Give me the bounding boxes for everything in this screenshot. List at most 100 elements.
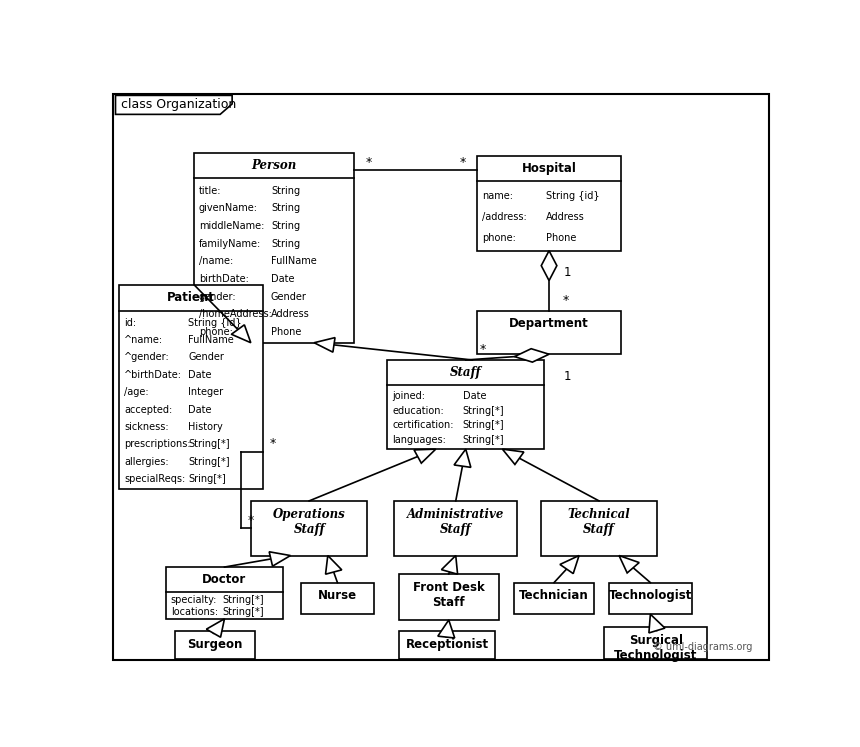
- Bar: [251, 501, 367, 556]
- Text: gender:: gender:: [199, 292, 236, 302]
- Text: Date: Date: [271, 274, 294, 284]
- Polygon shape: [314, 338, 335, 352]
- Polygon shape: [454, 449, 470, 468]
- Text: givenName:: givenName:: [199, 203, 258, 214]
- Bar: [301, 583, 374, 614]
- Text: Surgical
Technologist: Surgical Technologist: [614, 634, 697, 662]
- Text: Phone: Phone: [546, 233, 576, 243]
- Bar: [175, 631, 255, 659]
- Text: String[*]: String[*]: [463, 406, 504, 415]
- Text: Person: Person: [251, 159, 297, 172]
- Text: phone:: phone:: [482, 233, 516, 243]
- Text: prescriptions:: prescriptions:: [124, 439, 191, 449]
- Text: FullName: FullName: [271, 256, 316, 267]
- Text: Gender: Gender: [271, 292, 307, 302]
- Text: Front Desk
Staff: Front Desk Staff: [413, 580, 485, 609]
- Text: *: *: [562, 294, 568, 307]
- Text: *: *: [366, 156, 372, 169]
- Text: education:: education:: [392, 406, 444, 415]
- Text: String[*]: String[*]: [222, 595, 264, 605]
- Polygon shape: [541, 251, 557, 281]
- Text: Gender: Gender: [188, 353, 224, 362]
- Text: middleName:: middleName:: [199, 221, 264, 231]
- Text: Administrative
Staff: Administrative Staff: [407, 508, 505, 536]
- Text: Integer: Integer: [188, 387, 224, 397]
- Text: phone:: phone:: [199, 327, 233, 337]
- Text: specialty:: specialty:: [171, 595, 218, 605]
- Text: String[*]: String[*]: [463, 421, 504, 430]
- Polygon shape: [619, 556, 639, 573]
- Text: /age:: /age:: [124, 387, 149, 397]
- Text: 1: 1: [564, 266, 571, 279]
- Text: *: *: [479, 343, 486, 356]
- Text: String[*]: String[*]: [463, 436, 504, 445]
- Text: Phone: Phone: [271, 327, 301, 337]
- Text: joined:: joined:: [392, 391, 425, 400]
- Text: /homeAddress:: /homeAddress:: [199, 309, 272, 320]
- Text: certification:: certification:: [392, 421, 453, 430]
- Bar: [120, 285, 263, 489]
- Text: specialReqs:: specialReqs:: [124, 474, 186, 484]
- Text: Staff: Staff: [450, 366, 482, 379]
- Text: History: History: [188, 422, 223, 432]
- Polygon shape: [115, 96, 232, 114]
- Text: ^name:: ^name:: [124, 335, 163, 345]
- Text: languages:: languages:: [392, 436, 446, 445]
- Bar: [541, 501, 657, 556]
- Polygon shape: [649, 614, 665, 633]
- Bar: [399, 574, 499, 620]
- Polygon shape: [441, 556, 458, 574]
- Text: © uml-diagrams.org: © uml-diagrams.org: [654, 642, 752, 652]
- Text: Hospital: Hospital: [522, 162, 576, 175]
- Text: Operations
Staff: Operations Staff: [273, 508, 346, 536]
- Bar: [399, 631, 495, 659]
- Polygon shape: [514, 349, 549, 362]
- Text: class Organization: class Organization: [120, 99, 236, 111]
- Text: /address:: /address:: [482, 212, 527, 222]
- Text: Technologist: Technologist: [609, 589, 692, 602]
- Bar: [166, 567, 283, 619]
- Text: Technical
Staff: Technical Staff: [568, 508, 630, 536]
- Text: Nurse: Nurse: [318, 589, 357, 602]
- Text: String[*]: String[*]: [188, 439, 230, 449]
- Bar: [394, 501, 518, 556]
- Polygon shape: [231, 325, 251, 343]
- Text: familyName:: familyName:: [199, 239, 261, 249]
- Text: Date: Date: [188, 405, 212, 415]
- Text: Department: Department: [509, 317, 589, 330]
- Polygon shape: [438, 620, 455, 638]
- Text: 1: 1: [564, 370, 571, 382]
- Text: Date: Date: [188, 370, 212, 379]
- Bar: [194, 153, 354, 343]
- Bar: [477, 156, 621, 251]
- Text: id:: id:: [124, 317, 136, 328]
- Text: *: *: [248, 514, 254, 527]
- Bar: [514, 583, 594, 614]
- Text: String: String: [271, 221, 300, 231]
- Text: *: *: [270, 438, 276, 450]
- Polygon shape: [326, 556, 341, 574]
- Polygon shape: [414, 449, 436, 463]
- Polygon shape: [502, 449, 524, 465]
- Bar: [604, 627, 707, 659]
- Bar: [477, 311, 621, 354]
- Text: title:: title:: [199, 185, 221, 196]
- Bar: [387, 360, 544, 449]
- Text: FullName: FullName: [188, 335, 234, 345]
- Text: name:: name:: [482, 190, 513, 201]
- Text: String: String: [271, 185, 300, 196]
- Text: Technician: Technician: [519, 589, 589, 602]
- Polygon shape: [560, 556, 579, 574]
- Text: Surgeon: Surgeon: [187, 638, 243, 651]
- Text: Address: Address: [546, 212, 585, 222]
- Text: ^gender:: ^gender:: [124, 353, 170, 362]
- Text: birthDate:: birthDate:: [199, 274, 249, 284]
- Text: Patient: Patient: [167, 291, 215, 304]
- Text: Doctor: Doctor: [202, 573, 247, 586]
- Text: /name:: /name:: [199, 256, 233, 267]
- Text: Date: Date: [463, 391, 486, 400]
- Text: sickness:: sickness:: [124, 422, 169, 432]
- Text: String {id}: String {id}: [188, 317, 242, 328]
- Polygon shape: [269, 552, 291, 566]
- Text: ^birthDate:: ^birthDate:: [124, 370, 182, 379]
